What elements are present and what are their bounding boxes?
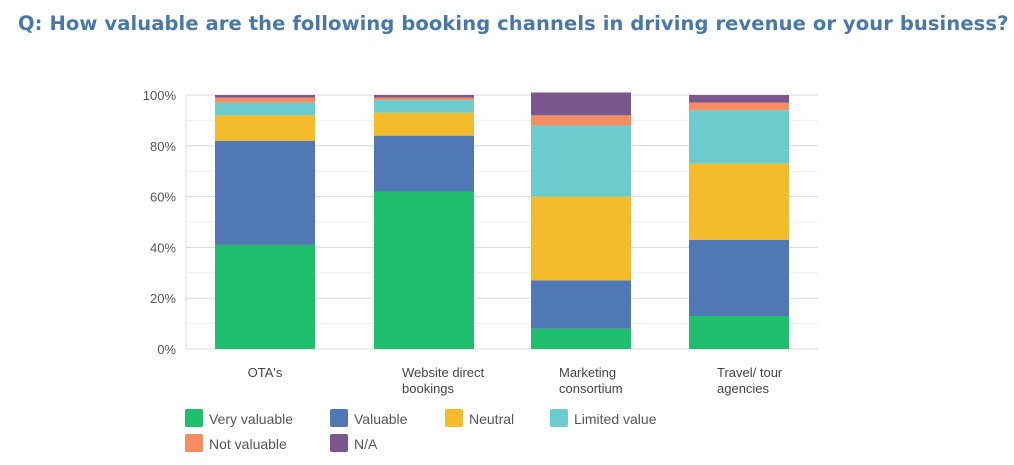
legend-swatch [445,409,463,427]
y-tick-label: 40% [150,240,176,255]
bar-segment [531,328,631,349]
bar-segment [215,102,315,116]
bar-segment [215,140,315,245]
legend-label: Neutral [469,411,514,427]
bar-segment [531,196,631,281]
legend-swatch [330,409,348,427]
bar-segment [374,135,474,192]
category-label: Travel/ tour agencies [717,365,783,396]
bar-segment [215,244,315,349]
bar-segment [531,280,631,329]
bar-segment [531,115,631,126]
category-labels: OTA's Website direct bookings Marketing cons… [248,365,783,396]
y-tick-label: 20% [150,291,176,306]
legend-swatch [185,409,203,427]
bar-segment [374,97,474,101]
category-label: OTA's [248,365,283,380]
legend-swatch [550,409,568,427]
legend-label: Very valuable [209,411,293,427]
y-tick-label: 60% [150,190,176,205]
bar-segment [215,115,315,141]
question-title: Q: How valuable are the following bookin… [18,12,1009,35]
bar-segment [689,95,789,103]
category-label: Marketing consortium [559,365,623,396]
bar-segment [689,239,789,316]
y-tick-label: 0% [157,342,176,357]
y-tick-label: 80% [150,139,176,154]
bars [215,92,789,349]
legend-label: Not valuable [209,436,287,452]
legend-label: Valuable [354,411,408,427]
bar-segment [689,163,789,240]
bar-segment [215,95,315,98]
bar-segment [689,110,789,164]
legend-swatch [330,434,348,452]
bar-segment [374,112,474,136]
y-tick-label: 100% [143,88,177,103]
bar-segment [689,102,789,111]
bar-segment [531,92,631,116]
legend-label: Limited value [574,411,657,427]
bar-segment [374,95,474,98]
bar-segment [531,125,631,197]
legend: Very valuable Valuable Neutral Limited valu… [185,409,657,452]
bar-segment [215,97,315,103]
y-tick-labels: 0% 20% 40% 60% 80% 100% [143,88,177,357]
bar-segment [374,191,474,349]
legend-label: N/A [354,436,378,452]
legend-swatch [185,434,203,452]
category-label: Website direct bookings [402,365,485,396]
bar-segment [689,315,789,349]
bar-segment [374,100,474,113]
